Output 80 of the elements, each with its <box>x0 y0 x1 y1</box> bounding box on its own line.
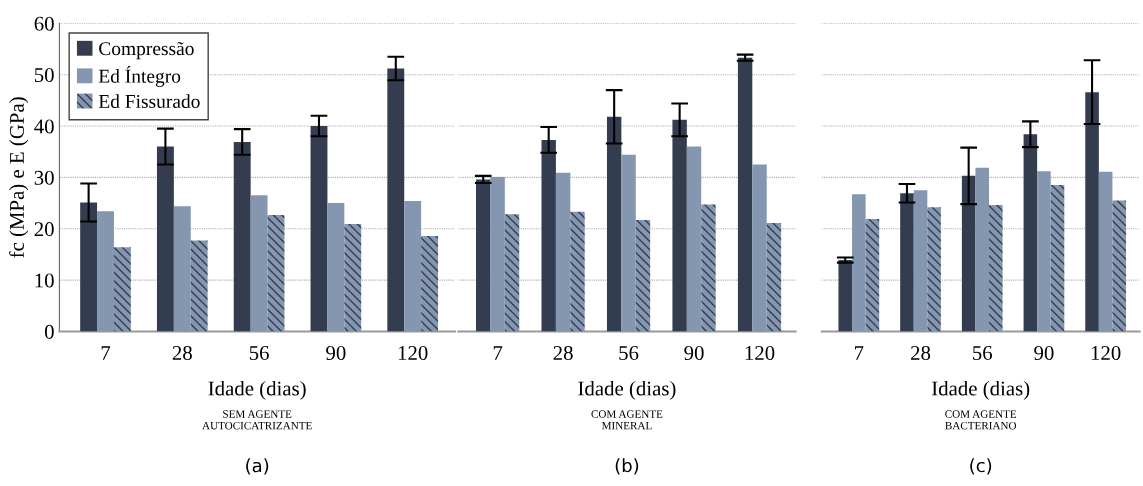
bar <box>752 164 767 332</box>
bar <box>1023 134 1038 332</box>
text: (b) <box>615 458 639 475</box>
y-tick-label: 0 <box>44 324 54 339</box>
bar <box>989 205 1003 332</box>
text: SEM AGENTE AUTOCICATRIZANTE <box>202 410 312 430</box>
bar <box>173 206 191 332</box>
x-tick-label: 7 <box>493 346 503 360</box>
x-tick-label: 120 <box>1091 345 1121 360</box>
bar <box>635 220 651 332</box>
bar <box>737 57 753 332</box>
y-tick-label: 20 <box>34 222 54 237</box>
x-tick-label: 90 <box>326 345 346 360</box>
x-axis-title: Idade (dias) <box>208 380 306 400</box>
text: (c) <box>970 458 992 475</box>
bar <box>267 214 285 332</box>
y-tick-label: 10 <box>35 273 54 288</box>
x-tick-label: 7 <box>855 346 864 360</box>
x-axis-title: Idade (dias) <box>931 380 1030 400</box>
legend-label: Ed Íntegro <box>98 65 181 87</box>
bar <box>672 119 687 332</box>
bar <box>1037 171 1051 332</box>
bar <box>156 146 174 332</box>
bar <box>1098 171 1113 332</box>
x-tick-label: 7 <box>101 346 111 360</box>
bar <box>1112 200 1126 332</box>
text: (a) <box>246 458 269 475</box>
bar <box>190 240 208 332</box>
bar <box>606 116 622 332</box>
bar <box>1050 185 1065 332</box>
bar <box>865 218 880 332</box>
bar <box>97 211 114 332</box>
bar <box>250 195 268 332</box>
bar <box>766 223 782 332</box>
bar <box>233 141 251 332</box>
y-tick-label: 40 <box>34 119 54 134</box>
bar <box>975 167 990 332</box>
bar <box>476 179 491 332</box>
bar <box>555 172 571 332</box>
bar <box>80 202 98 332</box>
bar <box>310 126 328 332</box>
x-tick-label: 28 <box>553 345 573 360</box>
x-tick-label: 120 <box>398 345 428 360</box>
x-tick-label: 90 <box>684 345 704 360</box>
bar <box>838 260 853 332</box>
bar <box>852 194 866 332</box>
legend-label: Ed Fissurado <box>98 94 200 108</box>
x-tick-label: 56 <box>249 346 269 360</box>
bar <box>686 146 702 332</box>
bar <box>927 207 941 332</box>
x-tick-label: 28 <box>911 345 931 360</box>
y-tick-label: 60 <box>34 16 54 31</box>
x-axis-title: Idade (dias) <box>578 380 676 400</box>
bar <box>541 139 556 332</box>
y-tick-label: 30 <box>34 170 54 185</box>
bar <box>404 201 422 332</box>
bar <box>961 175 976 332</box>
bar <box>387 68 405 332</box>
bar <box>344 224 362 332</box>
bar <box>900 193 914 332</box>
bar <box>113 247 131 332</box>
bar <box>504 214 520 332</box>
x-tick-label: 120 <box>745 345 775 360</box>
bar <box>621 154 636 332</box>
bar <box>913 190 928 332</box>
x-tick-label: 56 <box>973 346 993 360</box>
bar <box>1085 92 1099 332</box>
x-tick-label: 90 <box>1034 345 1054 360</box>
text: COM AGENTE BACTERIANO <box>945 410 1017 430</box>
x-tick-label: 28 <box>172 345 192 360</box>
bar <box>701 204 716 332</box>
bar <box>490 176 505 332</box>
bar <box>327 203 345 332</box>
x-tick-label: 56 <box>619 346 639 360</box>
y-axis-title: fc (MPa) e E (GPa) <box>9 97 29 258</box>
y-tick-label: 50 <box>34 68 54 83</box>
text: COM AGENTE MINERAL <box>591 410 663 430</box>
bar <box>570 211 585 332</box>
bar <box>421 235 439 332</box>
legend-label: Compressão <box>99 41 194 60</box>
